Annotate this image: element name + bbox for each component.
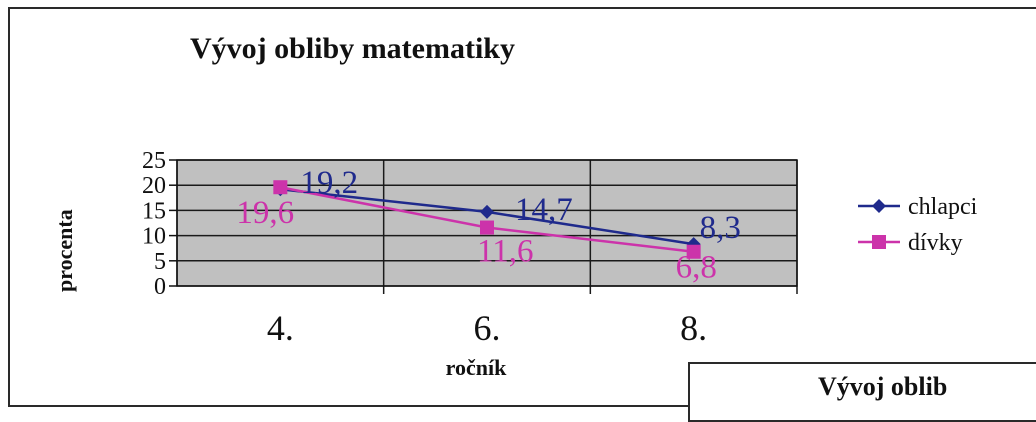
y-tick-label: 5	[154, 249, 166, 275]
data-point-dívky	[480, 220, 494, 235]
data-point-dívky	[273, 180, 288, 195]
data-label-dívky: 6,8	[676, 250, 717, 286]
x-axis-title: ročník	[446, 355, 507, 380]
y-tick-label: 25	[142, 148, 166, 174]
plot-border	[176, 159, 798, 287]
x-tick-label: 6.	[474, 308, 501, 348]
legend-label-dívky: dívky	[908, 230, 963, 256]
data-label-chlapci: 8,3	[700, 210, 741, 246]
y-axis-title: procenta	[52, 209, 77, 292]
x-tick-label: 4.	[267, 308, 294, 348]
data-point-chlapci	[480, 204, 494, 219]
data-label-dívky: 19,6	[236, 195, 294, 231]
y-tick-label: 20	[142, 173, 166, 199]
legend-label-chlapci: chlapci	[908, 194, 978, 220]
y-tick-label: 0	[154, 274, 166, 300]
x-tick-label: 8.	[680, 308, 707, 348]
data-label-chlapci: 14,7	[515, 192, 573, 228]
legend-marker-dívky	[872, 235, 886, 249]
chart-title: Vývoj obliby matematiky	[190, 32, 515, 65]
legend: chlapci dívky	[858, 194, 978, 256]
y-tick-label: 10	[142, 224, 166, 250]
y-tick-label: 15	[142, 198, 166, 224]
data-label-dívky: 11,6	[477, 234, 534, 270]
legend-marker-chlapci	[872, 199, 886, 213]
data-point-dívky	[686, 244, 701, 259]
data-label-chlapci: 19,2	[300, 165, 358, 201]
